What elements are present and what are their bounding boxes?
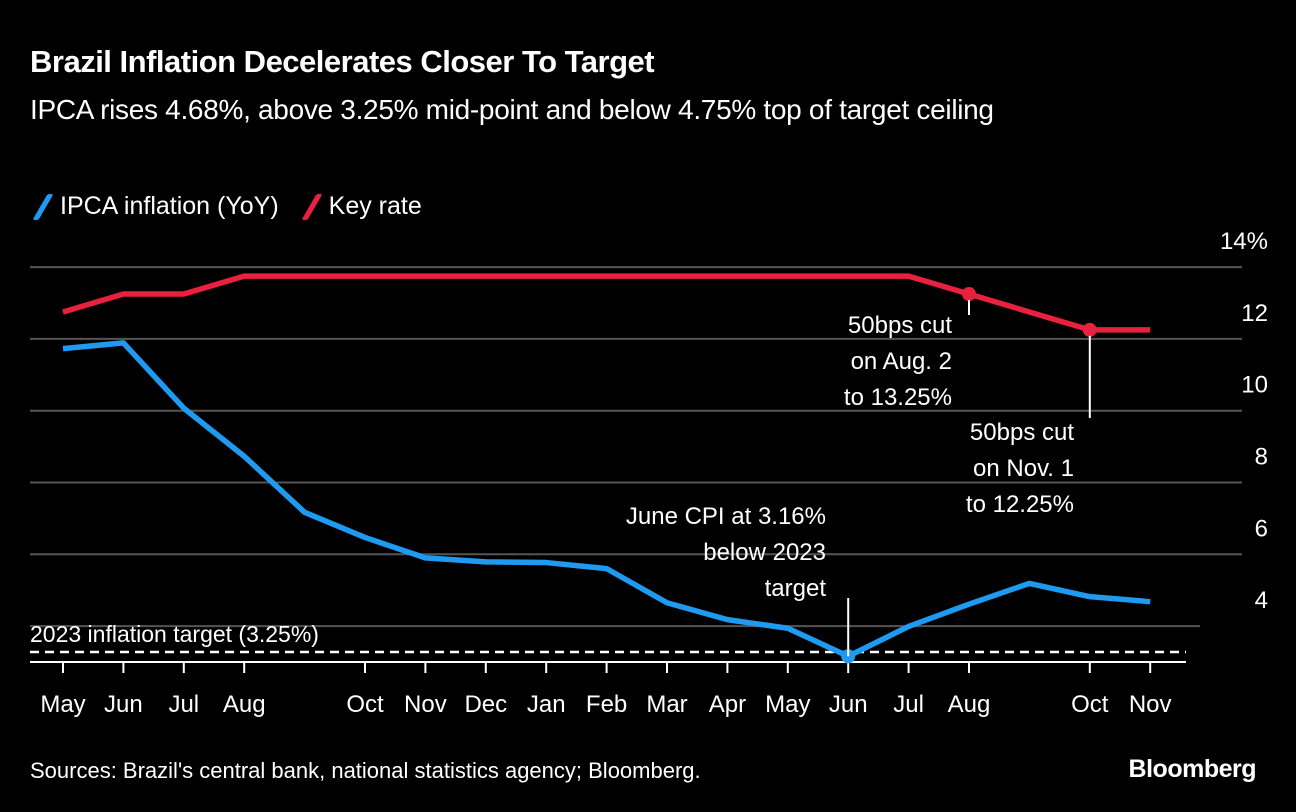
x-tick-label: Jul — [893, 691, 924, 718]
series-line-key-rate — [62, 273, 1151, 333]
x-tick-label: Mar — [646, 691, 687, 718]
x-tick-label: Jan — [527, 691, 566, 718]
x-tick-label: Oct — [346, 691, 384, 718]
x-tick-label: Oct — [1071, 691, 1109, 718]
annotation-nov-cut: on Nov. 1 — [973, 455, 1074, 482]
chart-title: Brazil Inflation Decelerates Closer To T… — [30, 44, 655, 79]
legend: IPCA inflation (YoY) Key rate — [30, 192, 442, 221]
annotation-aug-cut: on Aug. 2 — [851, 348, 952, 375]
x-tick-label: Nov — [404, 691, 447, 718]
x-tick-label: Nov — [1129, 691, 1172, 718]
reference-line-layer: 2023 inflation target (3.25%) — [30, 621, 1186, 654]
annotation-nov-cut: to 12.25% — [966, 491, 1074, 518]
x-tick-label: Jul — [168, 691, 199, 718]
annotation-nov-cut: 50bps cut — [970, 419, 1074, 446]
x-tick-label: Feb — [586, 691, 627, 718]
annotation-june-cpi: below 2023 — [703, 539, 826, 566]
source-note: Sources: Brazil's central bank, national… — [30, 758, 701, 783]
annotation-june-cpi: target — [765, 575, 827, 602]
chart-subtitle: IPCA rises 4.68%, above 3.25% mid-point … — [30, 94, 994, 125]
bloomberg-logo: Bloomberg — [1128, 755, 1257, 783]
x-tick-label: Jun — [104, 691, 143, 718]
annotation-aug-cut: to 13.25% — [844, 384, 952, 411]
highlight-marker-key-rate — [1082, 322, 1097, 337]
annotation-layer: June CPI at 3.16% below 2023 target 50bps c… — [626, 300, 1091, 657]
y-tick-label: 14% — [1220, 228, 1268, 255]
x-tick-label: Aug — [223, 691, 266, 718]
y-tick-label: 8 — [1255, 444, 1268, 471]
legend-item-key-rate: Key rate — [299, 192, 422, 221]
y-tick-label: 12 — [1241, 300, 1268, 327]
highlight-marker-key-rate — [962, 287, 976, 302]
annotation-aug-cut: 50bps cut — [848, 312, 952, 339]
y-tick-label: 10 — [1241, 372, 1268, 399]
x-tick-label: Aug — [948, 691, 991, 718]
y-tick-label: 6 — [1255, 515, 1268, 542]
x-tick-label: Jun — [829, 691, 868, 718]
y-tick-label: 4 — [1255, 587, 1268, 614]
target-reference-label: 2023 inflation target (3.25%) — [30, 621, 319, 647]
x-tick-label: May — [765, 691, 810, 718]
x-tick-label: Apr — [709, 691, 746, 718]
grid-layer: 4 6 8 10 12 14% — [30, 228, 1268, 628]
annotation-june-cpi: June CPI at 3.16% — [626, 503, 826, 530]
legend-label-ipca: IPCA inflation (YoY) — [60, 192, 279, 220]
legend-item-ipca: IPCA inflation (YoY) — [30, 192, 279, 221]
legend-label-key-rate: Key rate — [328, 192, 422, 220]
x-tick-label: May — [40, 691, 85, 718]
x-tick-label: Dec — [464, 691, 507, 718]
x-axis: May Jun Jul Aug Oct Nov Dec Jan Feb Mar Apr May Jun J… — [30, 661, 1186, 718]
